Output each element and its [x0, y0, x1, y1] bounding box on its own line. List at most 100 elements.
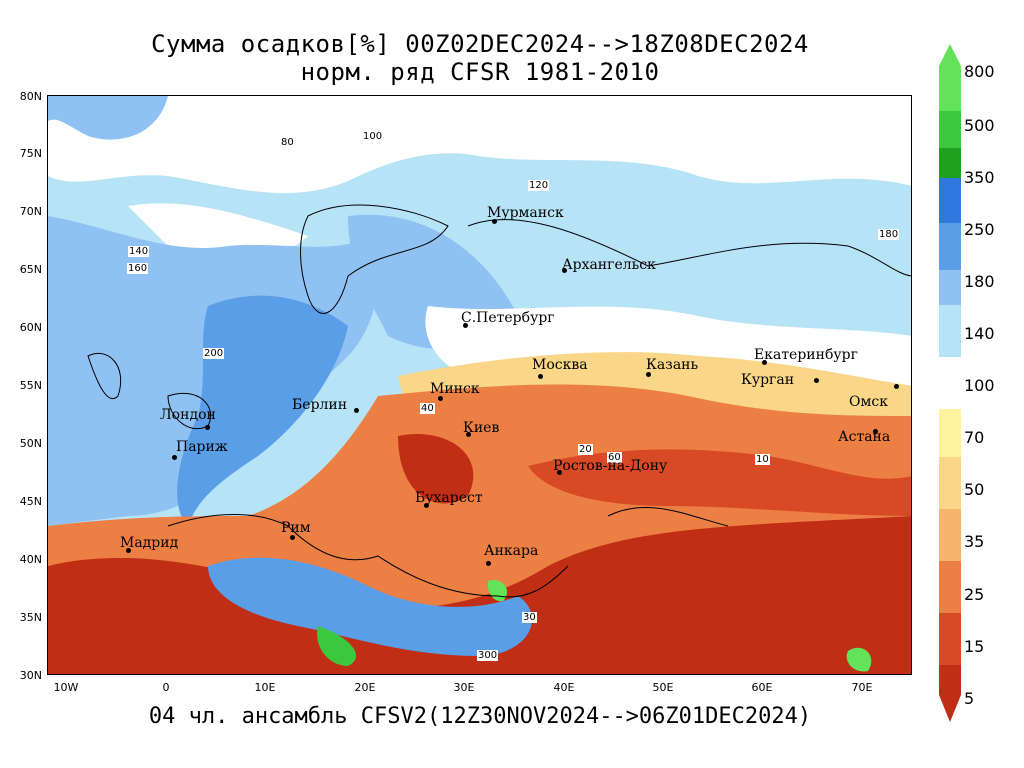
- city-label-kiev: Киев: [463, 420, 500, 436]
- field-red-caspian: [528, 449, 911, 516]
- colorbar-seg-500: [939, 111, 961, 148]
- colorbar-seg-250: [939, 178, 961, 223]
- colorbar-seg-15: [939, 613, 961, 665]
- city-dot: [424, 503, 429, 508]
- lat-label: 30N: [19, 669, 42, 682]
- field-blue-nw: [48, 96, 168, 140]
- colorbar-label: 70: [964, 428, 985, 447]
- field-red-south: [48, 516, 911, 674]
- colorbar-label: 500: [964, 116, 995, 135]
- field-blue-med: [208, 557, 533, 656]
- city-dot: [762, 360, 767, 365]
- city-dot: [466, 432, 471, 437]
- colorbar-arrow-bottom: [939, 695, 961, 722]
- colorbar-label: 35: [964, 532, 985, 551]
- colorbar-seg-120: [939, 305, 961, 357]
- city-label-omsk: Омск: [849, 394, 888, 410]
- city-label-moscow: Москва: [532, 357, 588, 373]
- city-dot: [172, 455, 177, 460]
- city-dot: [290, 535, 295, 540]
- contour-label: 40: [420, 403, 435, 414]
- colorbar-label: 25: [964, 585, 985, 604]
- contour-label: 160: [127, 263, 149, 274]
- city-label-kazan: Казань: [646, 357, 699, 373]
- lat-label: 45N: [19, 495, 42, 508]
- field-green-se: [846, 647, 872, 672]
- contour-label: 300: [477, 650, 499, 661]
- lon-label: 50E: [652, 681, 674, 694]
- lon-label: 70E: [851, 681, 873, 694]
- lat-label: 50N: [19, 437, 42, 450]
- lon-label: 20E: [354, 681, 376, 694]
- lat-label: 35N: [19, 611, 42, 624]
- colorbar-seg-70: [939, 409, 961, 457]
- city-dot: [438, 396, 443, 401]
- city-label-madrid: Мадрид: [120, 535, 179, 551]
- city-dot: [814, 378, 819, 383]
- contour-label: 140: [128, 246, 150, 257]
- lat-label: 60N: [19, 321, 42, 334]
- colorbar-label: 15: [964, 637, 985, 656]
- city-dot: [562, 268, 567, 273]
- city-label-rostov: Ростов-на-Дону: [553, 458, 668, 474]
- field-white-patch: [128, 203, 308, 256]
- city-label-ankara: Анкара: [484, 543, 539, 559]
- field-red-romania: [398, 434, 474, 504]
- contour-label: 120: [528, 180, 550, 191]
- city-dot: [486, 561, 491, 566]
- contour-label: 180: [878, 229, 900, 240]
- colorbar-seg-800: [939, 66, 961, 111]
- field-green-med: [317, 626, 357, 666]
- city-label-astana: Астана: [838, 429, 891, 445]
- city-label-murmansk: Мурманск: [487, 205, 564, 221]
- city-label-ekaterinburg: Екатеринбург: [754, 347, 858, 363]
- colorbar-label: 50: [964, 480, 985, 499]
- colorbar: [939, 44, 961, 722]
- colorbar-seg-350: [939, 148, 961, 178]
- city-dot: [205, 425, 210, 430]
- colorbar-label: 100: [964, 376, 995, 395]
- colorbar-label: 140: [964, 324, 995, 343]
- lon-label: 60E: [751, 681, 773, 694]
- lon-label: 10E: [254, 681, 276, 694]
- city-label-st-petersburg: С.Петербург: [461, 310, 555, 326]
- city-dot: [894, 384, 899, 389]
- city-label-bucharest: Бухарест: [415, 490, 483, 506]
- city-label-berlin: Берлин: [292, 397, 348, 413]
- ensemble-footer: 04 чл. ансамбль CFSV2(12Z30NOV2024-->06Z…: [148, 704, 812, 729]
- colorbar-label: 180: [964, 272, 995, 291]
- lon-label: 0: [162, 681, 170, 694]
- colorbar-seg-25: [939, 561, 961, 613]
- colorbar-label: 800: [964, 62, 995, 81]
- lat-label: 80N: [19, 90, 42, 103]
- chart-title-line1: Сумма осадков[%] 00Z02DEC2024-->18Z08DEC…: [151, 30, 809, 58]
- colorbar-label: 5: [964, 689, 975, 708]
- lon-label: 30E: [453, 681, 475, 694]
- contour-label: 10: [755, 454, 770, 465]
- contour-label: 20: [578, 444, 593, 455]
- colorbar-seg-180: [939, 223, 961, 270]
- contour-label: 80: [280, 137, 295, 148]
- city-dot: [126, 548, 131, 553]
- city-dot: [492, 219, 497, 224]
- contour-label: 100: [362, 131, 384, 142]
- lat-label: 75N: [19, 147, 42, 160]
- city-dot: [557, 470, 562, 475]
- lat-label: 55N: [19, 379, 42, 392]
- colorbar-label: 250: [964, 220, 995, 239]
- chart-title-line2: норм. ряд CFSR 1981-2010: [300, 58, 660, 86]
- colorbar-seg-5: [939, 665, 961, 695]
- lon-label: 10W: [53, 681, 79, 694]
- city-label-arkhangelsk: Архангельск: [562, 257, 656, 273]
- contour-label: 200: [203, 348, 225, 359]
- city-label-rome: Рим: [281, 520, 311, 536]
- lat-label: 65N: [19, 263, 42, 276]
- colorbar-seg-100: [939, 357, 961, 409]
- city-dot: [354, 408, 359, 413]
- city-label-minsk: Минск: [430, 381, 480, 397]
- colorbar-seg-140: [939, 270, 961, 305]
- contour-label: 60: [607, 452, 622, 463]
- city-dot: [646, 372, 651, 377]
- colorbar-arrow-top: [939, 44, 961, 66]
- colorbar-seg-50: [939, 457, 961, 509]
